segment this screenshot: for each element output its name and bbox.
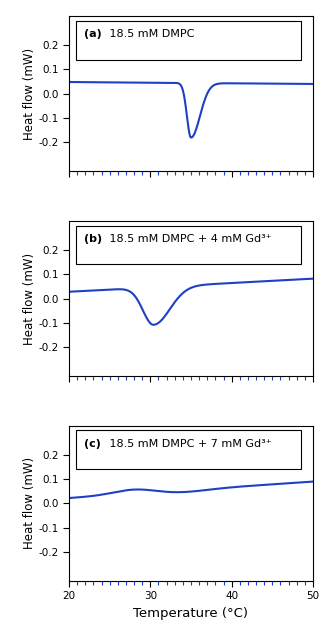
FancyBboxPatch shape <box>76 225 301 265</box>
FancyBboxPatch shape <box>76 430 301 469</box>
X-axis label: Temperature (°C): Temperature (°C) <box>134 607 248 620</box>
Text: (c): (c) <box>84 439 100 449</box>
Text: 18.5 mM DMPC: 18.5 mM DMPC <box>106 30 194 39</box>
Text: (a): (a) <box>84 30 101 39</box>
Text: (b): (b) <box>84 234 102 244</box>
Y-axis label: Heat flow (mW): Heat flow (mW) <box>22 48 36 140</box>
Y-axis label: Heat flow (mW): Heat flow (mW) <box>22 457 36 550</box>
FancyBboxPatch shape <box>76 21 301 60</box>
Text: 18.5 mM DMPC + 4 mM Gd³⁺: 18.5 mM DMPC + 4 mM Gd³⁺ <box>106 234 271 244</box>
Text: 18.5 mM DMPC + 7 mM Gd³⁺: 18.5 mM DMPC + 7 mM Gd³⁺ <box>106 439 271 449</box>
Y-axis label: Heat flow (mW): Heat flow (mW) <box>22 252 36 345</box>
